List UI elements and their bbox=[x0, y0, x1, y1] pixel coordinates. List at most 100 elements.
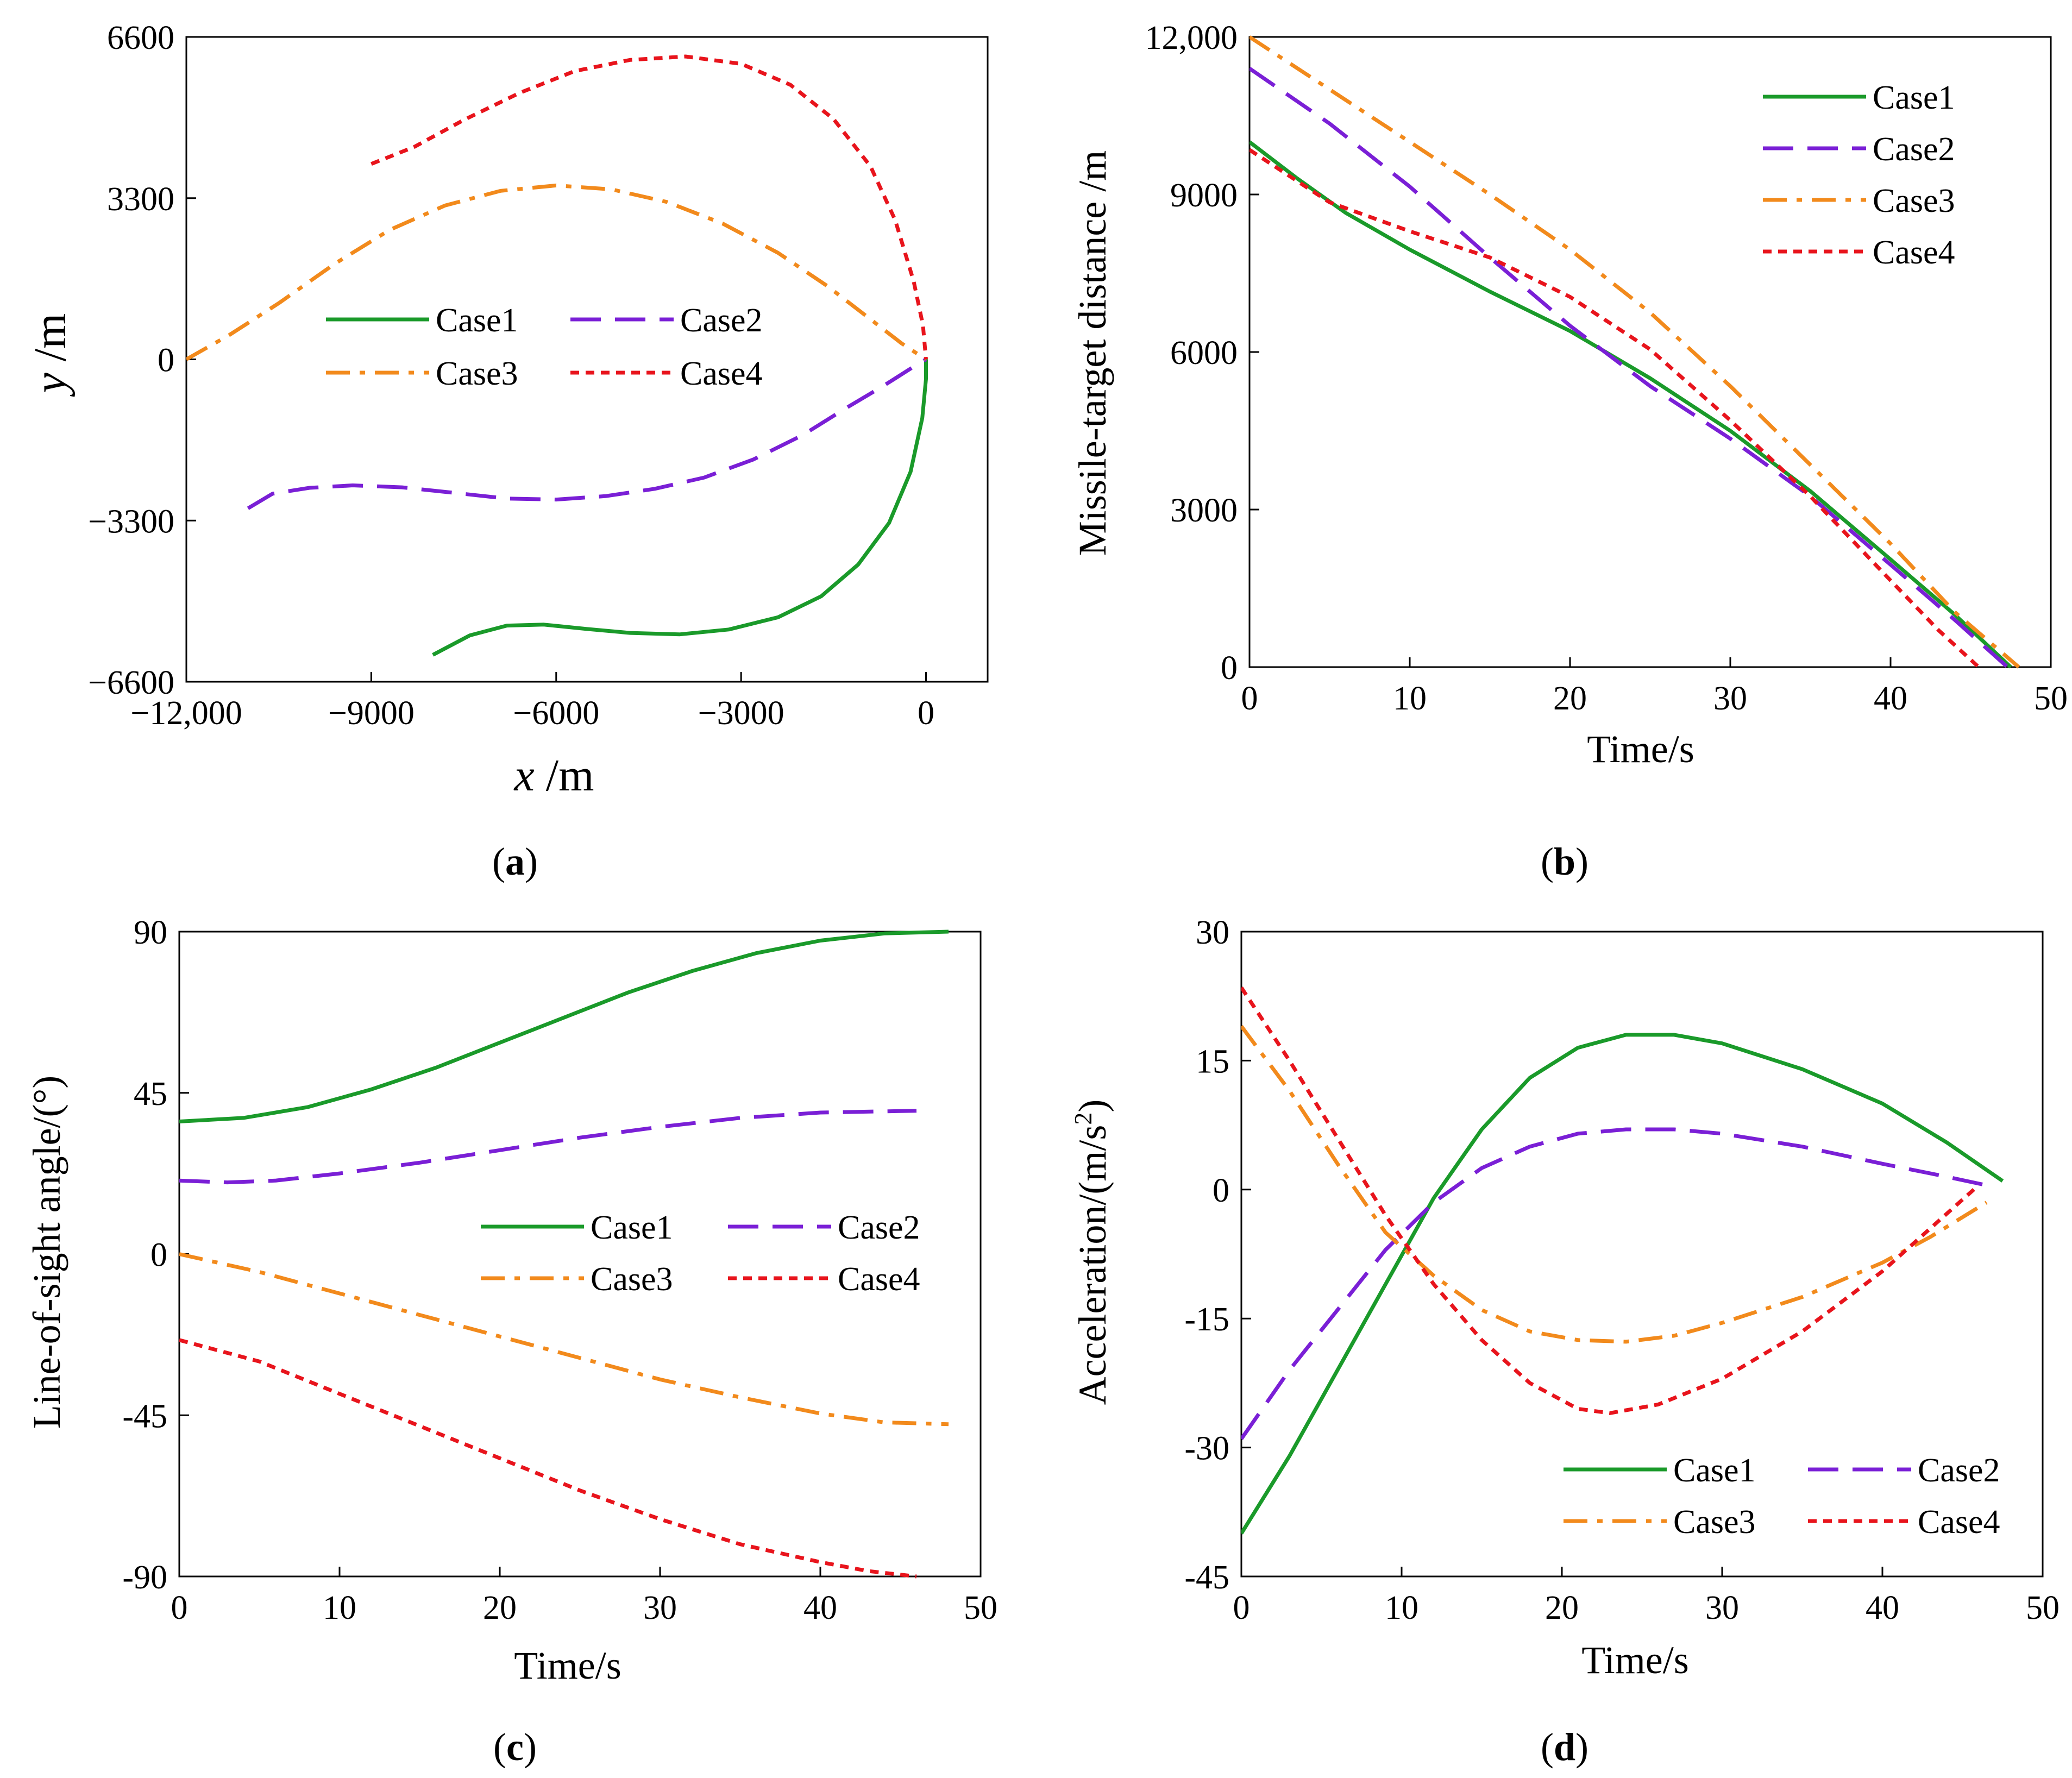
x-tick-label: 30 bbox=[1705, 1589, 1739, 1626]
x-tick-label: 10 bbox=[1393, 680, 1427, 717]
caption-open: ( bbox=[492, 840, 505, 883]
series-line-case1 bbox=[1241, 1033, 2004, 1535]
legend-label-case3: Case3 bbox=[1873, 183, 1955, 219]
panel-caption: (b) bbox=[1541, 840, 1588, 883]
y-tick-label: 6000 bbox=[1170, 335, 1238, 372]
panel-caption: (c) bbox=[493, 1725, 537, 1769]
panel-caption: (d) bbox=[1541, 1725, 1588, 1769]
x-tick-label: 0 bbox=[1233, 1589, 1250, 1626]
series-line-case3 bbox=[1250, 35, 2020, 669]
caption-close: ) bbox=[524, 1725, 537, 1769]
x-tick-label: 10 bbox=[1385, 1589, 1418, 1626]
x-tick-label: −6000 bbox=[513, 695, 599, 732]
panel-d-acceleration-chart: 0 10 20 30 40 50 30 15 0 -15 -30 -45 Case1 Case2 Case3… bbox=[1069, 914, 2060, 1769]
y-axis-label: y /m bbox=[25, 313, 76, 398]
x-tick-label: 50 bbox=[964, 1589, 997, 1626]
series-line-case4 bbox=[179, 1338, 917, 1579]
x-tick-label: −9000 bbox=[328, 695, 415, 732]
y-tick-label: −6600 bbox=[88, 664, 174, 701]
caption-close: ) bbox=[1575, 840, 1588, 883]
x-tick-label: 30 bbox=[1713, 680, 1747, 717]
caption-open: ( bbox=[493, 1725, 506, 1769]
y-axis-label-superscript: 2 bbox=[1069, 1113, 1097, 1125]
y-tick-label: 6600 bbox=[107, 20, 174, 56]
caption-close: ) bbox=[525, 840, 538, 883]
x-tick-label: 20 bbox=[1553, 680, 1587, 717]
y-tick-label: 0 bbox=[158, 342, 174, 379]
x-tick-label: 50 bbox=[2034, 680, 2068, 717]
caption-open: ( bbox=[1541, 1725, 1554, 1769]
x-axis-unit: /m bbox=[535, 750, 594, 801]
x-axis-label: Time/s bbox=[1581, 1638, 1688, 1682]
y-axis-variable: y bbox=[25, 372, 76, 397]
x-tick-label: 40 bbox=[1866, 1589, 1899, 1626]
series-line-case1 bbox=[432, 359, 928, 657]
x-tick-label: 20 bbox=[1545, 1589, 1579, 1626]
series-line-case2 bbox=[247, 357, 927, 510]
x-tick-label: 10 bbox=[323, 1589, 356, 1626]
legend: Case1 Case2 Case3 Case4 bbox=[326, 302, 763, 392]
y-tick-label: -45 bbox=[1184, 1559, 1229, 1596]
legend-label-case4: Case4 bbox=[680, 355, 763, 392]
y-tick-label: -90 bbox=[122, 1559, 167, 1596]
series-line-case2 bbox=[1241, 1127, 1987, 1440]
plot-frame bbox=[178, 931, 982, 1578]
y-tick-label: -15 bbox=[1184, 1301, 1229, 1338]
caption-open: ( bbox=[1541, 840, 1554, 883]
x-tick-label: 30 bbox=[643, 1589, 677, 1626]
y-axis-label: Line-of-sight angle/(°) bbox=[25, 1076, 68, 1429]
legend-label-case4: Case4 bbox=[838, 1261, 920, 1298]
x-axis-label: x /m bbox=[513, 750, 594, 801]
y-tick-label: 15 bbox=[1196, 1043, 1229, 1080]
series-line-case4 bbox=[1250, 148, 1980, 669]
legend-label-case4: Case4 bbox=[1918, 1504, 2000, 1541]
caption-letter: c bbox=[506, 1725, 524, 1769]
series-line-case4 bbox=[371, 54, 928, 360]
panel-a-trajectory-chart: −12,000 −9000 −6000 −3000 0 6600 3300 0 −3300 −66… bbox=[25, 20, 989, 883]
legend-label-case3: Case3 bbox=[591, 1261, 673, 1298]
y-axis-label: Missile-target distance /m bbox=[1071, 150, 1114, 556]
legend-label-case2: Case2 bbox=[680, 302, 763, 339]
y-tick-label: −3300 bbox=[88, 503, 174, 540]
series-line-case2 bbox=[1250, 67, 2009, 669]
y-tick-label: -30 bbox=[1184, 1430, 1229, 1467]
series-line-case4 bbox=[1241, 986, 1980, 1415]
x-tick-label: 40 bbox=[1874, 680, 1907, 717]
y-tick-label: 30 bbox=[1196, 914, 1229, 951]
legend-label-case1: Case1 bbox=[1673, 1452, 1756, 1489]
series-line-case3 bbox=[186, 183, 927, 361]
x-axis-variable: x bbox=[513, 750, 535, 801]
x-tick-label: −12,000 bbox=[130, 695, 242, 732]
x-tick-label: 0 bbox=[918, 695, 934, 732]
y-tick-label: 0 bbox=[150, 1237, 167, 1274]
x-tick-label: −3000 bbox=[698, 695, 784, 732]
legend: Case1 Case2 Case3 Case4 bbox=[481, 1209, 920, 1298]
x-tick-label: 40 bbox=[803, 1589, 837, 1626]
legend-label-case1: Case1 bbox=[1873, 79, 1955, 116]
plot-frame bbox=[1240, 931, 2044, 1578]
legend-label-case3: Case3 bbox=[1673, 1504, 1756, 1541]
x-axis-label: Time/s bbox=[514, 1644, 621, 1687]
legend-label-case3: Case3 bbox=[436, 355, 518, 392]
caption-close: ) bbox=[1575, 1725, 1588, 1769]
y-axis-label-end: ) bbox=[1071, 1100, 1114, 1113]
y-tick-label: 3000 bbox=[1170, 492, 1238, 529]
series-line-case3 bbox=[1241, 1025, 1988, 1344]
y-axis-unit: /m bbox=[25, 313, 76, 373]
y-tick-label: 0 bbox=[1221, 650, 1238, 687]
plot-frame bbox=[185, 36, 989, 683]
panel-b-distance-chart: 0 10 20 30 40 50 12,000 9000 6000 3000 0 Case1 Case2… bbox=[1071, 20, 2068, 883]
y-tick-label: 9000 bbox=[1170, 177, 1238, 214]
x-tick-label: 20 bbox=[483, 1589, 517, 1626]
y-tick-label: 0 bbox=[1213, 1172, 1229, 1209]
legend-label-case1: Case1 bbox=[591, 1209, 673, 1246]
legend-label-case2: Case2 bbox=[838, 1209, 920, 1246]
x-tick-label: 0 bbox=[171, 1589, 188, 1626]
legend-label-case1: Case1 bbox=[436, 302, 518, 339]
legend-label-case2: Case2 bbox=[1918, 1452, 2000, 1489]
y-tick-label: 3300 bbox=[107, 181, 174, 218]
legend: Case1 Case2 Case3 Case4 bbox=[1564, 1452, 2000, 1541]
x-tick-label: 50 bbox=[2026, 1589, 2060, 1626]
